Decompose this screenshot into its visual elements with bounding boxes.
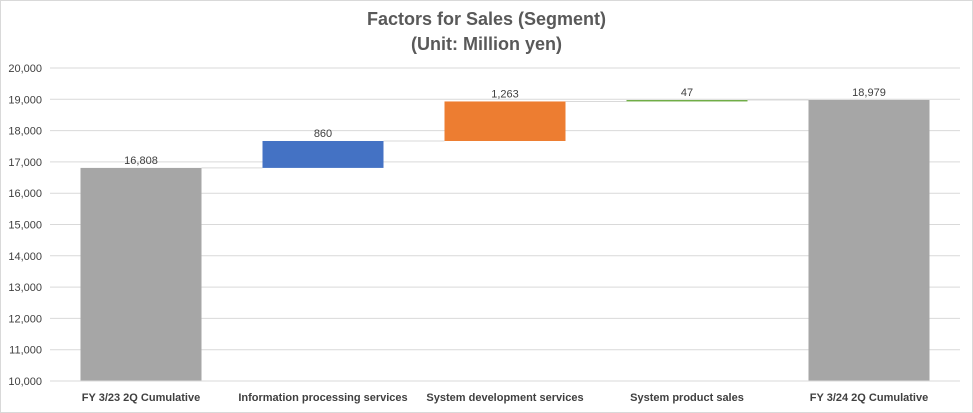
x-tick-label: FY 3/24 2Q Cumulative: [810, 392, 928, 404]
data-label: 16,808: [124, 155, 158, 167]
y-tick-label: 12,000: [8, 313, 42, 325]
y-tick-label: 14,000: [8, 251, 42, 263]
gridlines: [50, 67, 960, 382]
y-axis: 10,000 11,000 12,000 13,000 14,000 15,000 16,0…: [8, 63, 42, 388]
data-label: 860: [314, 128, 332, 140]
bar: [626, 99, 748, 102]
bar: [262, 140, 384, 168]
x-tick-label: Information processing services: [238, 392, 407, 404]
y-tick-label: 10,000: [8, 376, 42, 388]
connectors: [201, 99, 809, 169]
y-tick-label: 17,000: [8, 157, 42, 169]
data-label: 1,263: [491, 88, 519, 100]
x-tick-label: System product sales: [630, 392, 744, 404]
data-label: 47: [681, 87, 693, 99]
data-label: 18,979: [852, 87, 886, 99]
y-tick-label: 19,000: [8, 94, 42, 106]
chart-subtitle: (Unit: Million yen): [411, 34, 562, 54]
bar: [444, 101, 566, 141]
y-tick-label: 16,000: [8, 188, 42, 200]
y-tick-label: 18,000: [8, 126, 42, 138]
x-axis: FY 3/23 2Q Cumulative Information process…: [50, 380, 960, 404]
bar: [808, 99, 930, 381]
x-tick-label: FY 3/23 2Q Cumulative: [82, 392, 200, 404]
y-tick-label: 15,000: [8, 220, 42, 232]
y-tick-label: 20,000: [8, 63, 42, 75]
bars: [80, 99, 930, 381]
x-tick-label: System development services: [426, 392, 583, 404]
y-tick-label: 11,000: [9, 345, 42, 357]
data-labels: 16,808 860 1,263 47 18,979: [124, 87, 886, 167]
y-tick-label: 13,000: [8, 282, 42, 294]
bar: [80, 167, 202, 381]
chart-title: Factors for Sales (Segment): [366, 9, 607, 29]
